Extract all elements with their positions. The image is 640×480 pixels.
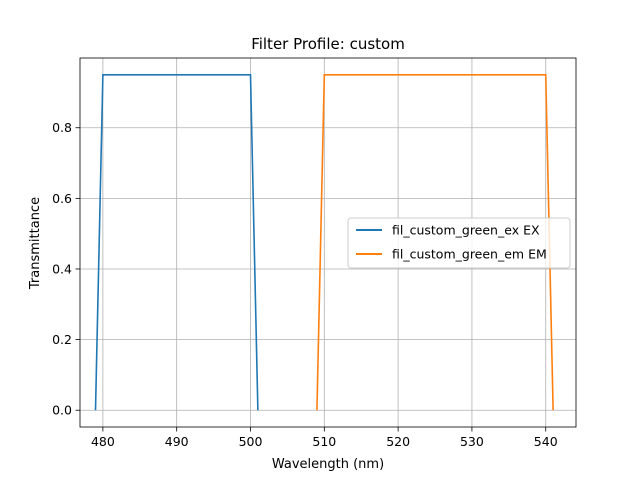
x-tick-label: 490 — [165, 434, 189, 449]
x-tick-label: 520 — [386, 434, 410, 449]
legend-box — [347, 217, 571, 269]
y-tick-label: 0.6 — [52, 191, 72, 206]
x-tick-label: 530 — [460, 434, 484, 449]
x-axis-label: Wavelength (nm) — [272, 457, 384, 472]
x-tick-label: 510 — [312, 434, 336, 449]
y-axis-ticks: 0.0 0.2 0.4 0.6 0.8 — [52, 120, 80, 418]
legend-label-ex: fil_custom_green_ex EX — [392, 223, 540, 238]
series-line-ex — [94, 73, 259, 411]
y-tick-label: 0.4 — [52, 261, 72, 276]
y-axis-label: Transmittance — [28, 197, 43, 290]
x-axis-ticks: 480 490 500 510 520 530 540 — [91, 427, 558, 449]
legend: fil_custom_green_ex EX fil_custom_green_… — [347, 217, 571, 269]
grid-lines — [80, 58, 576, 427]
x-tick-label: 500 — [239, 434, 263, 449]
chart-title: Filter Profile: custom — [251, 35, 405, 53]
y-tick-label: 0.0 — [52, 403, 72, 418]
y-tick-label: 0.2 — [52, 332, 72, 347]
plot-frame — [79, 57, 577, 428]
y-tick-label: 0.8 — [52, 120, 72, 135]
legend-label-em: fil_custom_green_em EM — [392, 247, 547, 262]
x-tick-label: 540 — [534, 434, 558, 449]
x-tick-label: 480 — [91, 434, 115, 449]
